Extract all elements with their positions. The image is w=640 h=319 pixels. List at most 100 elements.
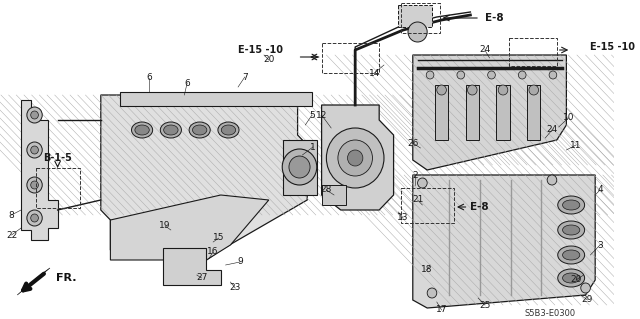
Text: 16: 16 xyxy=(207,248,219,256)
Bar xyxy=(401,3,440,33)
Text: E-15 -10: E-15 -10 xyxy=(590,42,636,52)
Text: 11: 11 xyxy=(570,140,582,150)
Bar xyxy=(36,168,79,208)
Text: 24: 24 xyxy=(479,46,490,55)
Ellipse shape xyxy=(221,125,236,135)
Circle shape xyxy=(348,150,363,166)
Circle shape xyxy=(547,175,557,185)
Circle shape xyxy=(27,142,42,158)
Ellipse shape xyxy=(160,122,181,138)
Bar xyxy=(120,92,312,106)
Text: E-8: E-8 xyxy=(470,202,489,212)
Circle shape xyxy=(498,85,508,95)
Polygon shape xyxy=(17,268,50,295)
Text: 1: 1 xyxy=(310,143,316,152)
Circle shape xyxy=(27,210,42,226)
Text: 4: 4 xyxy=(597,186,603,195)
Text: 22: 22 xyxy=(6,231,17,240)
Bar xyxy=(398,5,432,27)
Circle shape xyxy=(427,288,436,298)
Text: 9: 9 xyxy=(237,257,243,266)
Bar xyxy=(435,85,448,140)
Bar xyxy=(509,38,557,66)
Circle shape xyxy=(549,71,557,79)
Circle shape xyxy=(27,177,42,193)
Text: S5B3-E0300: S5B3-E0300 xyxy=(525,308,576,317)
Circle shape xyxy=(467,85,477,95)
Text: 12: 12 xyxy=(316,110,327,120)
Bar xyxy=(465,85,479,140)
Bar xyxy=(321,185,346,205)
Polygon shape xyxy=(413,55,566,170)
Polygon shape xyxy=(321,105,394,210)
Text: E-15 -10: E-15 -10 xyxy=(238,45,283,55)
Text: 23: 23 xyxy=(230,284,241,293)
Ellipse shape xyxy=(563,273,580,283)
Text: 24: 24 xyxy=(547,125,557,135)
Text: 10: 10 xyxy=(563,114,574,122)
Circle shape xyxy=(31,214,38,222)
Ellipse shape xyxy=(193,125,207,135)
Ellipse shape xyxy=(164,125,178,135)
Circle shape xyxy=(580,283,590,293)
Ellipse shape xyxy=(563,225,580,235)
Bar xyxy=(321,43,379,73)
Ellipse shape xyxy=(557,269,584,287)
Text: E-8: E-8 xyxy=(484,13,504,23)
Text: 15: 15 xyxy=(213,234,225,242)
Text: 19: 19 xyxy=(159,221,171,231)
Polygon shape xyxy=(413,175,595,308)
Circle shape xyxy=(529,85,538,95)
Circle shape xyxy=(326,128,384,188)
Ellipse shape xyxy=(557,246,584,264)
Ellipse shape xyxy=(218,122,239,138)
Circle shape xyxy=(338,140,372,176)
Circle shape xyxy=(289,156,310,178)
Circle shape xyxy=(31,111,38,119)
Text: 18: 18 xyxy=(421,265,433,275)
Ellipse shape xyxy=(563,250,580,260)
Polygon shape xyxy=(100,95,307,260)
Ellipse shape xyxy=(563,200,580,210)
Text: 13: 13 xyxy=(397,213,409,222)
Text: 6: 6 xyxy=(184,78,190,87)
Text: 2: 2 xyxy=(412,170,417,180)
Circle shape xyxy=(457,71,465,79)
Text: 25: 25 xyxy=(479,300,490,309)
Text: 6: 6 xyxy=(146,73,152,83)
Circle shape xyxy=(426,71,434,79)
Bar xyxy=(496,85,509,140)
Text: 26: 26 xyxy=(407,138,419,147)
Polygon shape xyxy=(21,100,58,240)
Bar xyxy=(401,188,454,223)
Ellipse shape xyxy=(557,196,584,214)
Circle shape xyxy=(488,71,495,79)
Circle shape xyxy=(417,178,427,188)
Circle shape xyxy=(27,107,42,123)
Text: 27: 27 xyxy=(196,273,207,283)
Ellipse shape xyxy=(131,122,152,138)
Circle shape xyxy=(436,85,446,95)
Text: 28: 28 xyxy=(321,186,332,195)
Circle shape xyxy=(31,181,38,189)
Text: 20: 20 xyxy=(263,56,275,64)
Ellipse shape xyxy=(189,122,210,138)
Text: 7: 7 xyxy=(242,72,248,81)
Bar xyxy=(283,140,317,195)
Text: 8: 8 xyxy=(9,211,14,219)
Text: 17: 17 xyxy=(436,306,447,315)
Ellipse shape xyxy=(557,221,584,239)
Circle shape xyxy=(31,146,38,154)
Ellipse shape xyxy=(135,125,149,135)
Circle shape xyxy=(282,149,317,185)
Text: 3: 3 xyxy=(597,241,603,249)
Text: FR.: FR. xyxy=(56,273,76,283)
Bar xyxy=(527,85,540,140)
Text: B-1-5: B-1-5 xyxy=(43,153,72,163)
Polygon shape xyxy=(110,195,269,260)
Text: 14: 14 xyxy=(369,69,380,78)
Polygon shape xyxy=(163,248,221,285)
Circle shape xyxy=(408,22,427,42)
Text: 5: 5 xyxy=(309,110,315,120)
Text: 20: 20 xyxy=(570,276,582,285)
